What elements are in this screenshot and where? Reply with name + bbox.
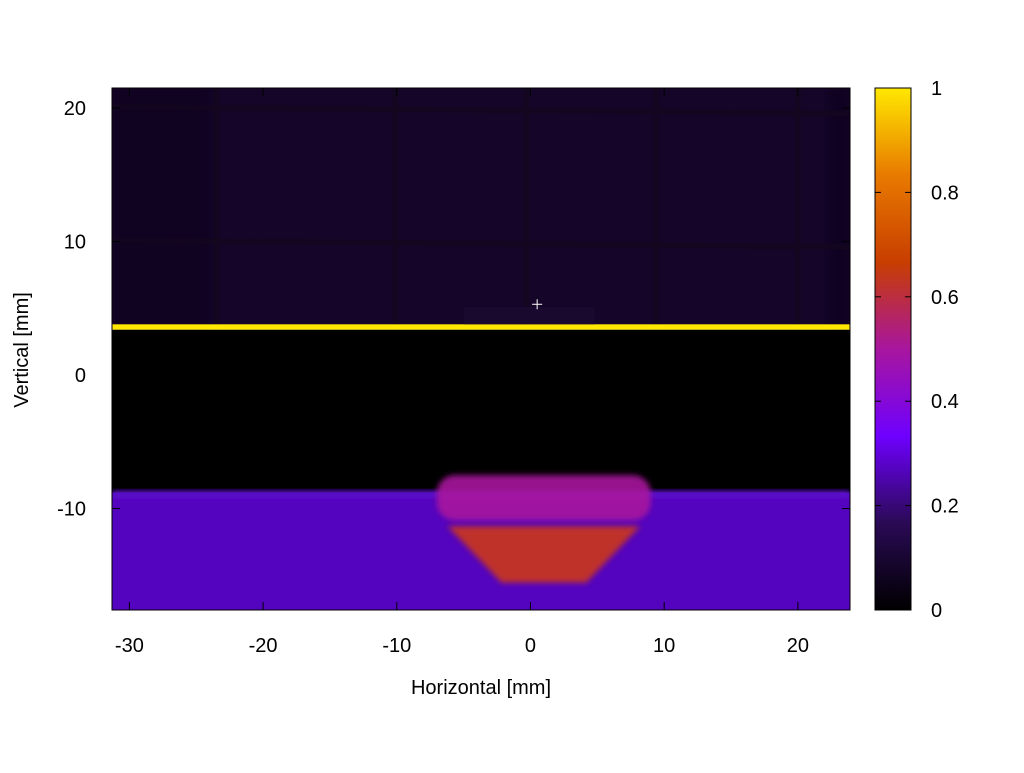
- colorbar-tick-label: 0: [931, 600, 942, 622]
- upper-left-shadow: [112, 88, 210, 327]
- colorbar-axis: 0 0.2 0.4 0.6 0.8 1: [875, 78, 959, 622]
- colorbar-tick-label: 1: [931, 78, 942, 100]
- region-upper-background: [112, 88, 850, 327]
- dark-object: [463, 306, 595, 325]
- plot-area: [112, 88, 850, 610]
- grid-line-horizontal: [112, 103, 850, 117]
- region-dark-band: [112, 329, 850, 493]
- y-tick-label: 20: [64, 98, 86, 120]
- x-tick-label: -30: [115, 635, 144, 657]
- crosshair-marker: [532, 299, 543, 310]
- y-axis: -10 0 10 20: [57, 98, 850, 521]
- x-axis: -30 -20 -10 0 10 20: [115, 88, 809, 657]
- plot-frame: [111, 87, 851, 611]
- x-tick-label: -20: [249, 635, 278, 657]
- colorbar-tick-label: 0.6: [931, 287, 959, 309]
- y-tick-label: 0: [75, 365, 86, 387]
- y-axis-label: Vertical [mm]: [11, 292, 33, 408]
- colorbar: [874, 87, 912, 611]
- x-tick-label: 10: [653, 635, 675, 657]
- hot-spot-top: [436, 475, 651, 521]
- x-axis-label: Horizontal [mm]: [411, 677, 551, 699]
- grid-line-horizontal: [112, 237, 850, 250]
- x-tick-label: -10: [382, 635, 411, 657]
- bright-edge-line: [112, 324, 850, 330]
- y-tick-label: -10: [57, 499, 86, 521]
- y-tick-label: 10: [64, 232, 86, 254]
- hot-spot-body: [447, 526, 641, 583]
- colorbar-tick-label: 0.4: [931, 391, 959, 413]
- colorbar-tick-label: 0.8: [931, 182, 959, 204]
- upper-right-shadow: [828, 88, 850, 327]
- colorbar-tick-label: 0.2: [931, 496, 959, 518]
- x-tick-label: 0: [525, 635, 536, 657]
- x-tick-label: 20: [787, 635, 809, 657]
